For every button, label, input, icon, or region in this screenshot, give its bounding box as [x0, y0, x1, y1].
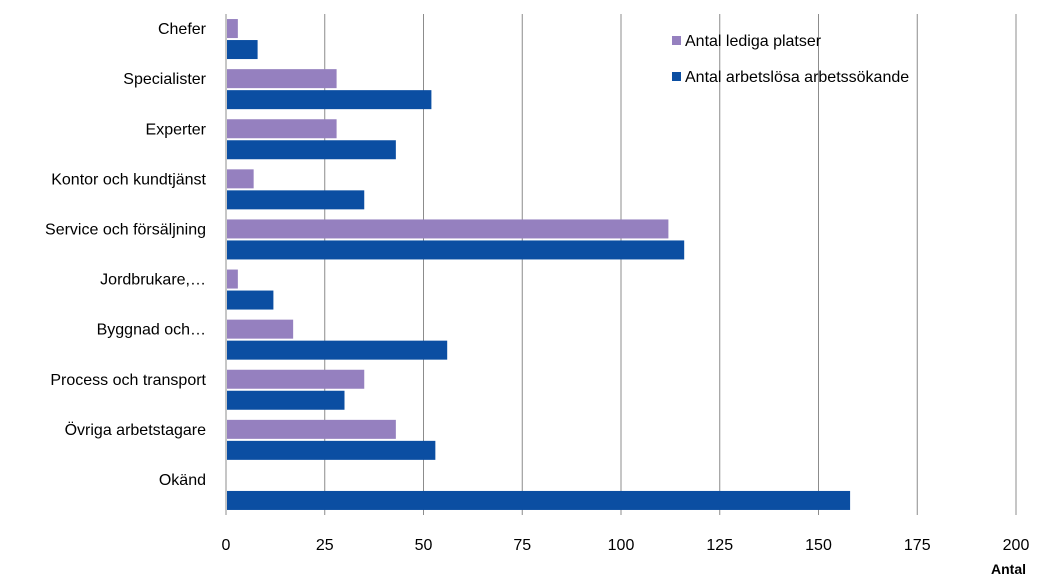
category-label: Jordbrukare,…	[100, 272, 206, 289]
bar-arbetslosa-4	[227, 240, 685, 260]
x-tick-labels: 0 25 50 75 100 125 150 175 200	[222, 537, 1030, 554]
category-label: Kontor och kundtjänst	[51, 171, 206, 188]
category-label: Experter	[146, 121, 207, 138]
bar-arbetslosa-2	[227, 140, 396, 160]
bar-lediga-platser-2	[227, 119, 337, 139]
category-label: Service och försäljning	[45, 221, 206, 238]
x-tick-label: 75	[513, 537, 531, 554]
bar-arbetslosa-8	[227, 440, 436, 460]
bar-arbetslosa-0	[227, 40, 258, 60]
bar-lediga-platser-4	[227, 219, 669, 239]
bar-arbetslosa-1	[227, 90, 432, 110]
legend: Antal lediga platser Antal arbetslösa ar…	[672, 33, 909, 86]
category-label: Övriga arbetstagare	[65, 421, 207, 439]
legend-label-arbetslosa: Antal arbetslösa arbetssökande	[685, 69, 909, 86]
category-label: Byggnad och…	[97, 322, 206, 339]
bar-lediga-platser-3	[227, 169, 254, 189]
category-label: Specialister	[123, 71, 206, 88]
category-label: Process och transport	[50, 372, 206, 389]
x-tick-label: 50	[415, 537, 433, 554]
x-tick-label: 100	[608, 537, 635, 554]
category-labels: Chefer Specialister Experter Kontor och kun…	[45, 21, 207, 489]
bar-arbetslosa-6	[227, 340, 448, 360]
x-tick-label: 200	[1003, 537, 1030, 554]
bar-arbetslosa-9	[227, 490, 851, 510]
bar-arbetslosa-5	[227, 290, 274, 310]
gridlines	[324, 14, 1017, 515]
x-tick-label: 150	[805, 537, 832, 554]
bar-lediga-platser-0	[227, 19, 238, 39]
category-label: Chefer	[158, 21, 207, 38]
bar-arbetslosa-7	[227, 390, 345, 410]
x-tick-label: 0	[222, 537, 231, 554]
bar-arbetslosa-3	[227, 190, 365, 210]
legend-swatch-arbetslosa	[672, 72, 681, 81]
x-axis-title: Antal	[991, 561, 1026, 577]
category-label: Okänd	[159, 472, 206, 489]
bar-lediga-platser-5	[227, 269, 238, 289]
legend-label-lediga-platser: Antal lediga platser	[685, 33, 822, 50]
bars	[227, 19, 851, 510]
bar-lediga-platser-6	[227, 319, 294, 339]
legend-swatch-lediga-platser	[672, 36, 681, 45]
x-tick-label: 125	[706, 537, 733, 554]
x-tick-label: 25	[316, 537, 334, 554]
bar-lediga-platser-1	[227, 69, 337, 89]
x-tick-label: 175	[904, 537, 931, 554]
bar-lediga-platser-7	[227, 369, 365, 389]
bar-lediga-platser-8	[227, 419, 396, 439]
